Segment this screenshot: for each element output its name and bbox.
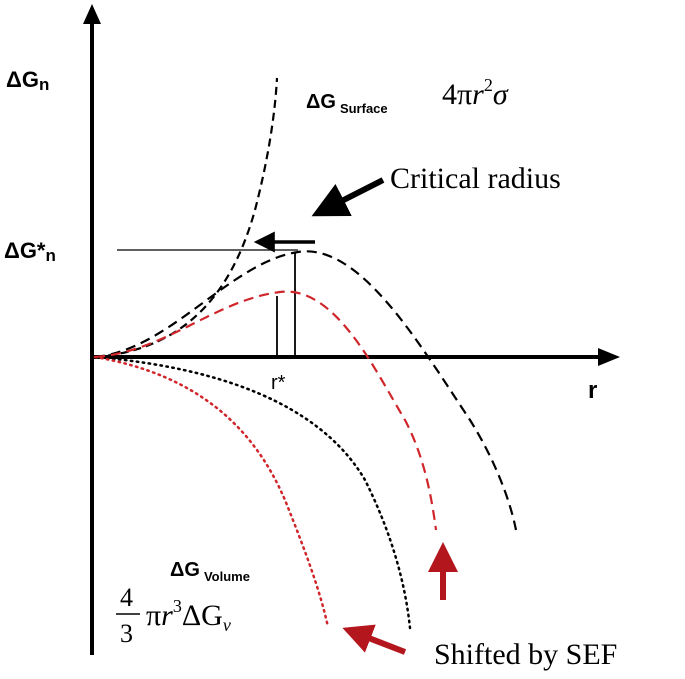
volume-term-label-main: ΔG — [170, 559, 200, 581]
volume-formula-tail-sub: v — [223, 615, 231, 635]
volume-energy-curve — [93, 355, 412, 630]
surface-formula-var: r — [472, 78, 484, 111]
surface-formula-tail: σ — [493, 78, 509, 111]
critical-energy-label-main: ΔG* — [4, 238, 46, 263]
critical-energy-label-sub: n — [46, 246, 56, 265]
y-axis-arrowhead — [83, 4, 101, 24]
x-axis-arrowhead — [598, 348, 620, 366]
critical-radius-tick-label: r* — [271, 372, 286, 394]
total-energy-curve — [94, 250, 518, 531]
surface-formula-exp: 2 — [484, 75, 493, 95]
volume-formula-var: r — [161, 599, 173, 632]
volume-formula-tail: ΔG — [182, 599, 223, 632]
y-axis-label-main: ΔG — [6, 67, 39, 92]
critical-energy-label: ΔG*n — [4, 238, 56, 265]
volume-term-label-sub: Volume — [204, 569, 250, 584]
surface-formula: 4πr2σ — [442, 75, 509, 111]
surface-term-label: ΔG Surface — [306, 91, 388, 116]
shifted-volume-energy-curve — [93, 355, 330, 629]
y-axis-label: ΔGn — [6, 67, 49, 94]
volume-formula-numerator: 4 — [120, 583, 133, 612]
volume-formula-denominator: 3 — [120, 619, 133, 648]
x-axis-label: r — [588, 377, 597, 404]
shifted-total-energy-curve — [94, 290, 438, 531]
volume-term-label: ΔG Volume — [170, 559, 250, 584]
critical-radius-note: Critical radius — [390, 162, 561, 195]
y-axis-label-sub: n — [39, 75, 49, 94]
critical-radius-arrow — [311, 177, 385, 217]
surface-term-label-sub: Surface — [340, 101, 388, 116]
surface-formula-coeff: 4π — [442, 78, 472, 111]
volume-formula-pi: π — [146, 599, 161, 632]
shift-note: Shifted by SEF — [434, 638, 617, 671]
volume-formula-exp: 3 — [173, 596, 182, 616]
shift-arrow-left — [342, 624, 407, 655]
volume-formula-body: πr3ΔGv — [146, 596, 231, 635]
surface-term-label-main: ΔG — [306, 91, 336, 113]
